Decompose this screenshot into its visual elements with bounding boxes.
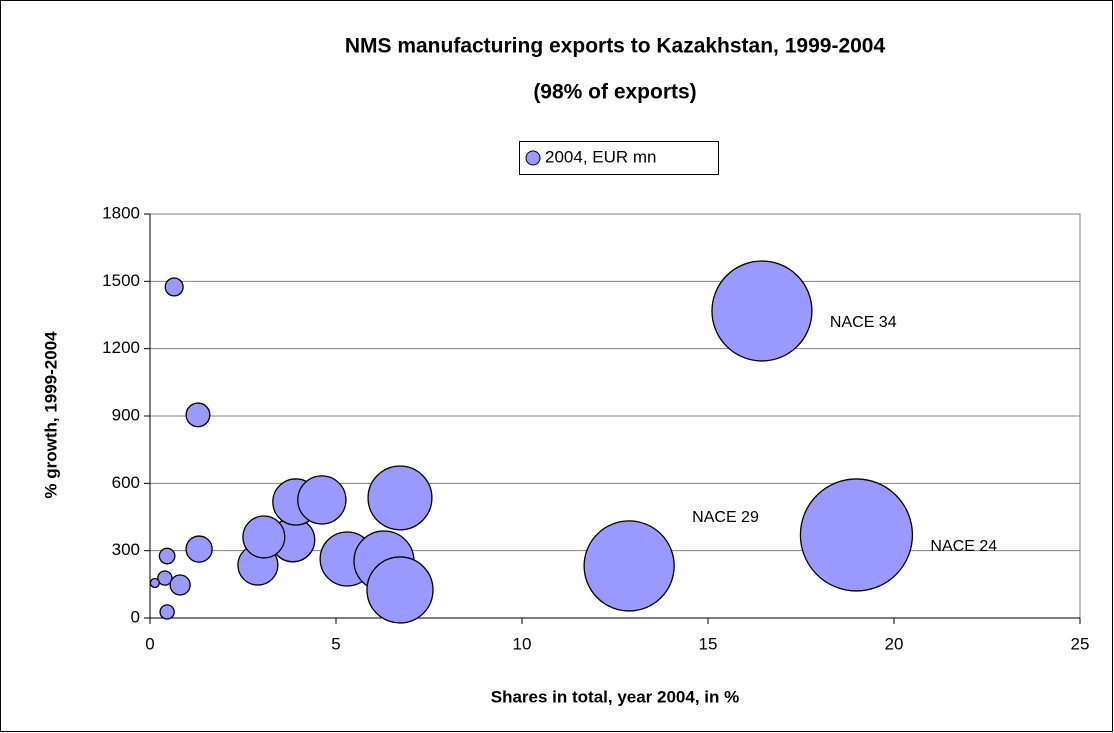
bubble [297,475,347,525]
bubble [149,577,160,589]
bubble [583,520,675,612]
bubble [366,556,434,624]
bubble [185,535,213,563]
y-axis-title: % growth, 1999-2004 [41,331,60,499]
point-label: NACE 29 [692,509,759,526]
y-tick-label: 300 [112,540,140,559]
y-tick-label: 1500 [102,271,140,290]
point-label: NACE 34 [830,314,897,331]
x-tick-label: 20 [885,634,904,653]
bubble [799,478,914,592]
legend-label: 2004, EUR mn [545,147,657,166]
bubble [158,547,176,565]
point-label: NACE 24 [930,538,997,555]
legend: 2004, EUR mn [519,141,719,175]
y-tick-label: 0 [131,607,140,626]
bubble [169,574,191,596]
chart-title: NMS manufacturing exports to Kazakhstan,… [345,35,886,58]
legend-marker [525,150,541,166]
x-tick-label: 0 [145,634,154,653]
x-tick-label: 25 [1071,634,1090,653]
x-tick-label: 10 [513,634,532,653]
chart-subtitle: (98% of exports) [533,81,696,104]
bubble [159,604,175,620]
bubble [367,465,433,531]
bubble [157,570,173,586]
y-tick-label: 1200 [102,338,140,357]
y-tick-label: 1800 [102,203,140,222]
legend-box [519,141,719,175]
bubble [185,402,211,428]
x-tick-label: 15 [699,634,718,653]
bubble [711,260,813,362]
bubble [242,515,286,559]
x-axis-title: Shares in total, year 2004, in % [491,687,740,706]
y-tick-label: 900 [112,405,140,424]
x-tick-label: 5 [331,634,340,653]
bubble [164,277,184,297]
y-tick-label: 600 [112,473,140,492]
